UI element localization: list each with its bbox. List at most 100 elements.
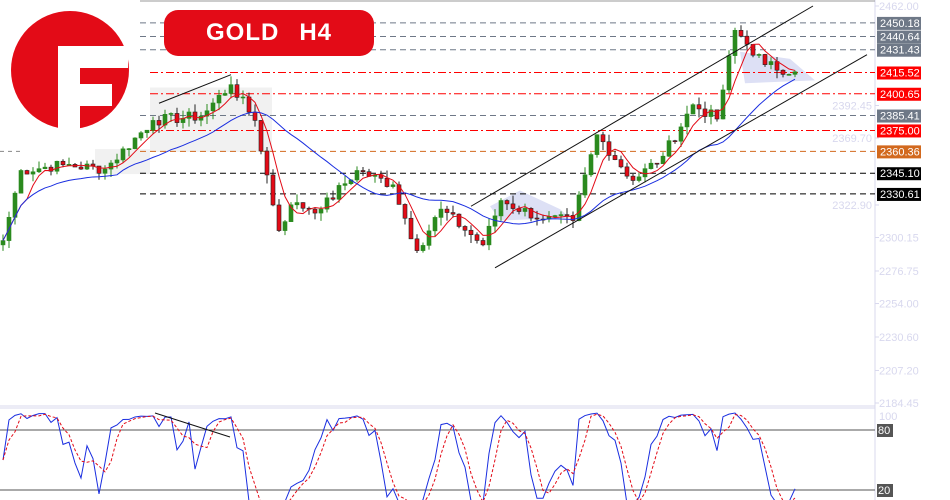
bull-candle [786, 74, 792, 76]
y-tick-label: 2230.60 [879, 332, 919, 344]
bear-candle [300, 202, 306, 209]
bear-candle [276, 204, 282, 231]
level-badge [877, 167, 921, 181]
bull-candle [186, 111, 192, 119]
bull-candle [126, 148, 132, 150]
y-tick-label: 2276.75 [879, 266, 919, 278]
bear-candle [528, 208, 534, 219]
bull-candle [660, 155, 666, 165]
bear-candle [480, 240, 486, 246]
stoch-level-badge [877, 484, 893, 497]
brand-logo [11, 11, 129, 130]
y-tick-label: 2462.00 [879, 1, 919, 13]
bear-candle [234, 84, 240, 98]
bear-candle [504, 200, 510, 205]
bear-candle [408, 217, 414, 240]
bear-candle [450, 212, 456, 215]
bear-candle [252, 111, 258, 121]
bear-candle [360, 170, 366, 172]
bull-candle [240, 96, 246, 99]
bear-candle [612, 155, 618, 160]
level-badge [877, 109, 921, 123]
bull-candle [108, 162, 114, 170]
bear-candle [654, 162, 660, 165]
bull-candle [684, 113, 690, 128]
bull-candle [558, 214, 564, 216]
level-badge [877, 124, 921, 138]
bear-candle [192, 111, 198, 121]
bear-candle [774, 61, 780, 71]
bear-candle [696, 104, 702, 110]
bull-candle [768, 61, 774, 65]
divergence-line [158, 74, 232, 104]
bull-candle [594, 134, 600, 155]
bull-candle [498, 200, 504, 217]
bull-candle [114, 159, 120, 164]
bull-candle [0, 240, 6, 246]
channel-upper-line [470, 5, 814, 207]
level-badge [877, 66, 921, 80]
level-badge [877, 16, 921, 30]
bear-candle [744, 35, 750, 45]
bear-candle [78, 166, 84, 170]
bear-candle [624, 166, 630, 177]
bear-candle [246, 96, 252, 113]
bear-candle [618, 159, 624, 168]
bear-candle [714, 109, 720, 120]
bull-candle [222, 93, 228, 96]
bull-candle [756, 54, 762, 56]
stoch-level-label: 20 [878, 485, 890, 497]
bull-candle [678, 126, 684, 142]
bull-candle [432, 217, 438, 232]
y-tick-label: 2369.70 [832, 133, 872, 145]
bear-candle [330, 197, 336, 200]
bear-candle [24, 170, 30, 175]
bull-candle [42, 166, 48, 169]
level-label: 2345.10 [880, 168, 920, 180]
slow-ma-line [2, 78, 796, 241]
level-label: 2450.18 [880, 18, 920, 30]
bull-candle [36, 168, 42, 173]
bear-candle [630, 175, 636, 181]
bear-candle [396, 184, 402, 205]
bear-candle [606, 141, 612, 156]
bear-candle [270, 174, 276, 206]
bear-candle [468, 229, 474, 236]
stoch-divergence-line [154, 412, 231, 438]
bear-candle [738, 30, 744, 37]
bear-candle [96, 165, 102, 174]
bear-candle [402, 204, 408, 219]
bear-candle [564, 214, 570, 216]
level-label: 2400.65 [880, 89, 920, 101]
bull-candle [282, 221, 288, 231]
stoch-level-badge [877, 424, 893, 437]
level-badge [877, 87, 921, 101]
level-label: 2431.43 [880, 45, 920, 57]
bear-candle [258, 120, 264, 152]
bear-candle [456, 213, 462, 227]
level-badge [877, 30, 921, 44]
bull-candle [720, 89, 726, 120]
bull-candle [228, 84, 234, 94]
bull-candle [522, 208, 528, 212]
bull-candle [150, 120, 156, 131]
bear-candle [762, 54, 768, 65]
bull-candle [216, 94, 222, 104]
bull-candle [588, 154, 594, 176]
level-label: 2375.00 [880, 125, 920, 137]
bull-candle [318, 208, 324, 214]
bull-candle [636, 176, 642, 181]
bull-candle [726, 55, 732, 91]
bear-candle [174, 113, 180, 123]
bear-candle [156, 120, 162, 126]
bear-candle [444, 208, 450, 213]
bull-candle [204, 110, 210, 117]
bull-candle [144, 129, 150, 134]
bull-candle [138, 132, 144, 139]
bull-candle [576, 194, 582, 221]
bull-candle [324, 197, 330, 210]
bull-candle [30, 171, 36, 175]
bear-candle [474, 234, 480, 241]
bull-candle [84, 163, 90, 170]
stoch-level-label: 80 [878, 425, 890, 437]
